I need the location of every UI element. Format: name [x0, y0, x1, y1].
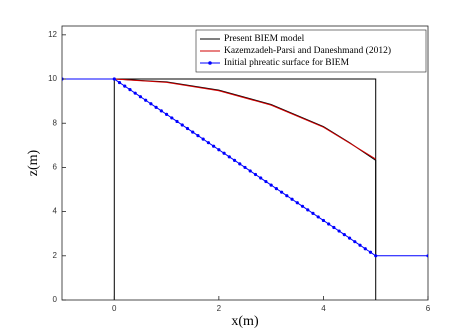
series-marker — [353, 240, 357, 244]
series-marker — [342, 232, 346, 237]
series-marker — [212, 144, 216, 148]
y-tick-label: 10 — [48, 74, 57, 83]
series-marker — [300, 204, 305, 208]
series-marker — [232, 158, 237, 162]
series-line — [114, 78, 376, 160]
series-marker — [149, 102, 153, 106]
series-marker — [363, 247, 367, 251]
series-marker — [117, 80, 122, 85]
series-marker — [243, 165, 247, 170]
series-marker — [306, 208, 310, 212]
legend-label: Present BIEM model — [224, 34, 305, 44]
series-marker — [112, 77, 116, 81]
series-marker — [358, 243, 362, 247]
series-marker — [175, 119, 179, 124]
series-marker — [259, 176, 263, 180]
series-marker — [321, 218, 326, 223]
series-marker — [327, 222, 331, 226]
series-marker — [217, 148, 221, 152]
series-marker — [426, 254, 428, 258]
series-marker — [159, 109, 163, 113]
series-marker — [201, 137, 205, 141]
series-marker — [227, 155, 231, 159]
x-tick-label: 6 — [426, 304, 431, 313]
series-marker — [248, 169, 252, 173]
series-marker — [196, 134, 200, 138]
series-marker — [133, 91, 137, 95]
series-marker — [280, 190, 284, 194]
series-marker — [144, 98, 148, 102]
y-tick-label: 12 — [48, 30, 57, 39]
y-tick-label: 2 — [53, 251, 58, 260]
series-marker — [285, 194, 289, 198]
y-tick-label: 8 — [53, 118, 58, 127]
series-marker — [238, 162, 242, 166]
series-marker — [222, 151, 226, 155]
legend-label: Initial phreatic surface for BIEM — [224, 57, 350, 68]
legend-box — [195, 29, 427, 73]
series-marker — [316, 215, 320, 219]
series-marker — [180, 123, 184, 127]
series-marker — [290, 197, 294, 201]
series-marker — [295, 201, 299, 205]
series-marker — [123, 84, 127, 88]
y-tick-label: 6 — [53, 163, 58, 172]
series-marker — [185, 126, 190, 131]
series-marker — [374, 254, 378, 258]
y-tick-label: 4 — [53, 207, 58, 216]
series-marker — [128, 88, 132, 92]
x-tick-label: 2 — [217, 304, 222, 313]
legend-label: Kazemzadeh-Parsi and Daneshmand (2012) — [224, 45, 391, 56]
series-marker — [332, 225, 336, 230]
x-tick-label: 4 — [321, 304, 326, 313]
series-marker — [337, 229, 341, 233]
series-marker — [191, 130, 195, 134]
series-marker — [253, 172, 258, 177]
series-marker — [138, 95, 143, 99]
series-marker — [311, 211, 315, 215]
series-marker — [269, 183, 273, 187]
series-marker — [164, 112, 169, 116]
series-marker — [170, 116, 174, 120]
series-marker — [206, 141, 210, 145]
x-axis-label: x(m) — [231, 314, 259, 329]
series-marker — [274, 187, 278, 191]
x-tick-label: 0 — [112, 304, 117, 313]
series-marker — [368, 250, 373, 254]
y-axis-label: z(m) — [26, 149, 41, 176]
y-tick-label: 0 — [53, 295, 58, 304]
series-marker — [264, 179, 268, 184]
legend-marker — [208, 61, 212, 65]
series-marker — [347, 236, 352, 240]
series-marker — [154, 105, 158, 109]
plot-marks — [62, 77, 428, 300]
